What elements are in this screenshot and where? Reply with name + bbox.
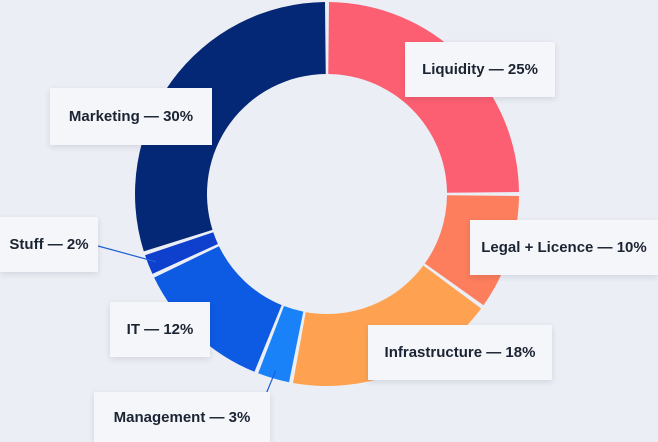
label-it: IT — 12%	[110, 302, 210, 357]
leader-line-management	[265, 370, 277, 395]
label-infrastructure: Infrastructure — 18%	[368, 325, 552, 380]
leader-lines	[97, 245, 277, 395]
donut-chart	[97, 2, 519, 395]
slice-stuff	[145, 232, 218, 274]
slice-marketing	[135, 2, 326, 252]
label-marketing: Marketing — 30%	[50, 88, 212, 145]
label-liquidity: Liquidity — 25%	[405, 42, 555, 97]
label-legal-licence: Legal + Licence — 10%	[470, 220, 658, 275]
slice-management	[258, 306, 304, 383]
label-stuff: Stuff — 2%	[0, 217, 98, 272]
label-management: Management — 3%	[94, 392, 270, 442]
slice-liquidity	[328, 2, 519, 193]
slice-it	[154, 246, 282, 372]
leader-line-stuff	[97, 245, 157, 263]
